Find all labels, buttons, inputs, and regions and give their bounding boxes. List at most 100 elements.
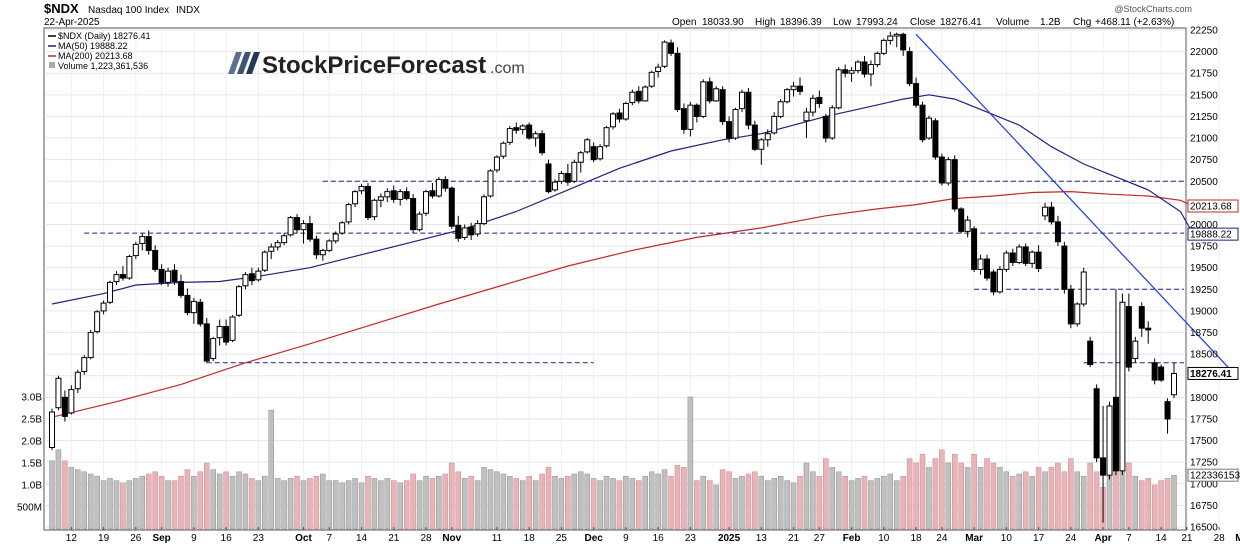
candle-body bbox=[925, 117, 932, 139]
candle-body bbox=[397, 191, 404, 200]
y-tick-label: 18750 bbox=[1190, 328, 1218, 339]
volume-bar bbox=[835, 471, 842, 530]
volume-bar bbox=[532, 480, 539, 530]
x-tick-label: 18 bbox=[524, 533, 536, 544]
candle-body bbox=[229, 316, 236, 341]
candle-body bbox=[352, 191, 359, 205]
candle-body bbox=[87, 332, 94, 359]
candle-body bbox=[635, 90, 642, 102]
volume-bar bbox=[913, 462, 919, 530]
price-tag: 20213.68 bbox=[1187, 199, 1239, 213]
volume-bar bbox=[300, 480, 307, 530]
candle-body bbox=[429, 190, 436, 197]
candle-body bbox=[784, 89, 791, 103]
volume-bar bbox=[120, 482, 126, 530]
candle-body bbox=[809, 97, 816, 113]
price-tag-box bbox=[1187, 199, 1239, 213]
candle-body bbox=[487, 170, 494, 197]
volume-bar bbox=[210, 469, 216, 530]
candle-body bbox=[345, 204, 352, 223]
candle-body bbox=[55, 377, 62, 409]
volume-bar bbox=[784, 480, 790, 530]
x-tick-label: 12 bbox=[66, 533, 78, 544]
volume-bar bbox=[513, 478, 520, 530]
candle-body bbox=[513, 127, 520, 131]
trendline bbox=[915, 33, 1233, 372]
candle-body bbox=[184, 294, 191, 314]
volume-bar bbox=[584, 473, 590, 530]
candle-body bbox=[848, 70, 855, 74]
volume-bar bbox=[603, 475, 610, 530]
y-tick-label: 16750 bbox=[1190, 501, 1218, 512]
candle-body bbox=[964, 219, 971, 232]
candle-body bbox=[745, 91, 752, 126]
x-tick-label: 10 bbox=[878, 533, 890, 544]
volume-bar bbox=[1035, 467, 1042, 530]
volume-bar bbox=[1087, 462, 1093, 530]
gridlines bbox=[46, 29, 1220, 528]
y-tick-label: 18500 bbox=[1190, 350, 1218, 361]
x-tick-label: Oct bbox=[295, 533, 312, 544]
x-tick-label: May bbox=[1235, 533, 1240, 544]
y-tick-label: 19750 bbox=[1190, 242, 1218, 253]
candle-body bbox=[423, 191, 429, 214]
volume-bar bbox=[191, 475, 197, 530]
low-label: Low bbox=[833, 17, 852, 28]
candle-body bbox=[442, 179, 449, 189]
candle-body bbox=[223, 325, 230, 343]
volume-bar bbox=[1080, 475, 1087, 530]
volume-bar bbox=[1068, 458, 1074, 530]
candle-body bbox=[842, 69, 849, 74]
candle-body bbox=[113, 274, 120, 283]
candle-body bbox=[945, 159, 952, 184]
candle-body bbox=[797, 85, 803, 92]
volume-bar bbox=[461, 478, 468, 530]
candle-body bbox=[971, 228, 978, 270]
low-value: 17993.24 bbox=[856, 17, 898, 28]
volume-bar bbox=[126, 480, 133, 530]
candle-body bbox=[874, 52, 881, 66]
candle-body bbox=[622, 102, 629, 120]
candle-body bbox=[500, 142, 507, 157]
volume-bar bbox=[75, 469, 81, 530]
candle-body bbox=[661, 41, 668, 67]
candle-body bbox=[1119, 301, 1126, 472]
volume-bar bbox=[378, 480, 384, 530]
candle-body bbox=[364, 185, 371, 219]
volume-bar bbox=[971, 453, 977, 530]
volume-bar bbox=[1016, 473, 1022, 530]
candle-body bbox=[603, 127, 610, 147]
candle-body bbox=[274, 242, 281, 248]
candle-body bbox=[738, 91, 745, 110]
candle-body bbox=[1009, 252, 1016, 264]
candle-body bbox=[177, 281, 184, 296]
y-tick-label: 21000 bbox=[1190, 134, 1218, 145]
price-tag-label: 20213.68 bbox=[1190, 202, 1232, 213]
candle-body bbox=[648, 71, 655, 87]
volume-bar bbox=[455, 471, 461, 530]
volume-bar bbox=[881, 475, 887, 530]
candle-body bbox=[390, 190, 397, 200]
x-tick-label: 19 bbox=[98, 533, 110, 544]
volume-bar bbox=[287, 478, 294, 530]
x-tick-label: 21 bbox=[388, 533, 400, 544]
volume-bar bbox=[855, 478, 861, 530]
volume-tick-label: 500M bbox=[17, 503, 42, 514]
volume-bar bbox=[958, 462, 964, 530]
volume-bar bbox=[139, 475, 146, 530]
volume-bar bbox=[1106, 475, 1113, 530]
candle-body bbox=[158, 268, 165, 283]
volume-bar bbox=[204, 462, 210, 530]
volume-bar bbox=[397, 482, 403, 530]
volume-bar bbox=[365, 475, 371, 530]
volume-bar bbox=[171, 480, 178, 530]
candle-body bbox=[545, 163, 552, 193]
chart-date: 22-Apr-2025 bbox=[44, 17, 100, 28]
volume-bar bbox=[745, 473, 752, 530]
chg-label: Chg bbox=[1073, 17, 1091, 28]
volume-bar bbox=[848, 480, 855, 530]
candle-body bbox=[384, 191, 391, 198]
volume-bar bbox=[68, 467, 75, 530]
volume-bar bbox=[616, 480, 623, 530]
candle-body bbox=[132, 243, 139, 257]
